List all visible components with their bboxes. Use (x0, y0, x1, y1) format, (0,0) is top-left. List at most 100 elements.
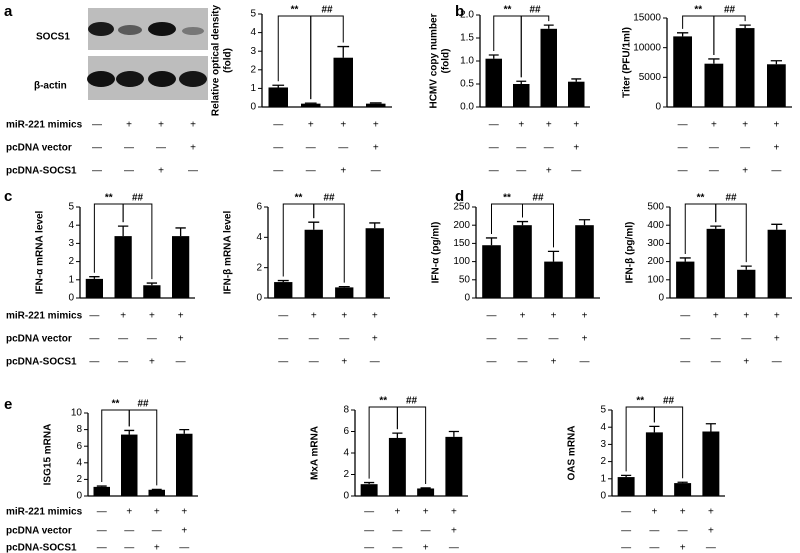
error-bar (621, 474, 632, 478)
bar (176, 433, 193, 496)
significance-label: ** (295, 193, 303, 204)
condition: + (774, 311, 780, 322)
condition: — (364, 507, 374, 518)
condition: — (518, 357, 528, 368)
blot-band (116, 71, 144, 87)
y-axis-label: IFN-β mRNA level (223, 211, 234, 295)
y-tick-label: 100 (453, 256, 470, 267)
condition: + (158, 120, 164, 131)
error-bar (337, 45, 350, 58)
condition: — (487, 357, 497, 368)
blot-band (182, 27, 204, 35)
bar (706, 228, 725, 298)
bar (304, 229, 323, 298)
condition: — (571, 166, 581, 177)
significance-label: ## (321, 5, 333, 16)
condition: + (708, 526, 714, 537)
y-tick-label: 0 (464, 293, 470, 304)
error-bar (740, 265, 752, 270)
significance-label: ## (137, 399, 149, 410)
condition: — (680, 334, 690, 345)
error-bar (677, 32, 689, 37)
condition: — (392, 543, 402, 553)
error-bar (89, 276, 100, 279)
bar (360, 484, 378, 496)
condition: + (573, 143, 579, 154)
condition: — (741, 334, 751, 345)
significance-label: ## (724, 5, 736, 16)
condition: + (308, 120, 314, 131)
condition: + (711, 120, 717, 131)
band-label: β-actin (34, 81, 67, 92)
condition: — (278, 311, 288, 322)
y-tick-label: 4 (343, 448, 349, 459)
condition: + (126, 507, 132, 518)
row-label: pcDNA vector (6, 526, 72, 537)
y-tick-label: 3 (600, 439, 606, 450)
significance-label: ** (694, 5, 702, 16)
condition: — (124, 526, 134, 537)
condition: — (124, 143, 134, 154)
condition: — (740, 143, 750, 154)
y-tick-label: 3 (250, 46, 256, 57)
condition: — (176, 357, 186, 368)
error-bar (771, 223, 783, 230)
condition: — (518, 334, 528, 345)
row-label: pcDNA-SOCS1 (6, 357, 77, 368)
condition: — (364, 543, 374, 553)
y-tick-label: 2 (250, 64, 256, 75)
condition: + (546, 166, 552, 177)
condition: — (97, 507, 107, 518)
bar (121, 434, 138, 496)
error-bar (117, 225, 129, 237)
condition: — (649, 526, 659, 537)
significance-label: ## (663, 396, 675, 407)
y-tick-label: 2 (600, 456, 606, 467)
error-bar (739, 24, 751, 29)
condition: + (178, 334, 184, 345)
condition: + (178, 311, 184, 322)
significance-label: ** (379, 396, 387, 407)
bar (417, 488, 435, 496)
condition: + (373, 120, 379, 131)
condition: — (371, 166, 381, 177)
y-tick-label: 1.0 (460, 56, 474, 67)
condition: + (743, 357, 749, 368)
condition: + (149, 311, 155, 322)
condition: — (306, 143, 316, 154)
condition: — (772, 357, 782, 368)
y-tick-label: 200 (453, 220, 470, 231)
condition: — (544, 143, 554, 154)
condition: + (713, 311, 719, 322)
row-label: pcDNA-SOCS1 (6, 543, 77, 553)
significance-label: ** (112, 399, 120, 410)
y-tick-label: 0 (343, 491, 349, 502)
condition: — (421, 526, 431, 537)
condition: + (520, 311, 526, 322)
y-tick-label: 50 (459, 274, 471, 285)
y-axis-label: IFN-β (pg/ml) (625, 222, 636, 284)
bar (333, 57, 353, 107)
y-tick-label: 4 (68, 220, 74, 231)
bar (737, 269, 756, 298)
error-bar (338, 285, 350, 288)
condition: + (341, 311, 347, 322)
y-tick-label: 2 (76, 474, 82, 485)
condition: — (179, 543, 189, 553)
bar (767, 229, 786, 298)
condition: + (394, 507, 400, 518)
error-bar (770, 60, 782, 65)
y-tick-label: 1 (250, 83, 256, 94)
y-tick-label: 1 (68, 274, 74, 285)
condition: — (118, 334, 128, 345)
condition: + (451, 526, 457, 537)
error-bar (420, 487, 431, 489)
y-tick-label: 500 (647, 202, 664, 213)
condition: — (549, 334, 559, 345)
condition: — (678, 526, 688, 537)
condition: + (181, 526, 187, 537)
bar (366, 103, 386, 107)
bar (301, 103, 321, 107)
y-axis-label: IFN-α mRNA level (35, 210, 46, 294)
condition: + (774, 334, 780, 345)
